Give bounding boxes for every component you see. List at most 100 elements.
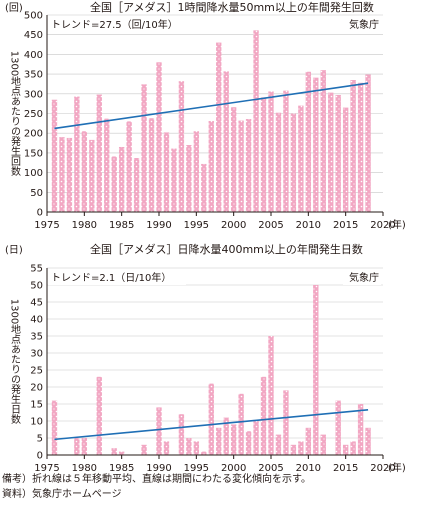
bar bbox=[186, 438, 192, 455]
bar bbox=[156, 62, 162, 212]
y-tick-label: 25 bbox=[30, 366, 43, 377]
remark-note: 備考）折れ線は５年移動平均、直線は期間にわたる変化傾向を示す。 bbox=[2, 474, 311, 485]
bar bbox=[328, 92, 334, 212]
bar bbox=[230, 424, 237, 455]
x-tick-label: 2020 bbox=[370, 463, 395, 474]
bar bbox=[350, 80, 356, 212]
y-tick-label: 400 bbox=[24, 50, 43, 61]
bar bbox=[156, 407, 162, 455]
y-unit-label: (日) bbox=[5, 245, 23, 256]
chart-title: 全国［アメダス］日降水量400mm以上の年間発生日数 bbox=[90, 242, 363, 256]
bar bbox=[171, 148, 177, 212]
y-tick-label: 300 bbox=[24, 89, 43, 100]
y-tick-label: 0 bbox=[37, 451, 43, 462]
trend-label-bg bbox=[48, 17, 186, 32]
bar bbox=[104, 118, 110, 212]
bar bbox=[141, 444, 147, 455]
bar bbox=[342, 444, 349, 455]
x-tick-label: 1985 bbox=[109, 220, 134, 231]
bar bbox=[111, 156, 117, 212]
bar bbox=[141, 84, 147, 212]
bar bbox=[74, 438, 80, 455]
trend-label-bg bbox=[48, 270, 186, 285]
bar bbox=[275, 434, 282, 455]
y-tick-label: 100 bbox=[24, 168, 43, 179]
bar bbox=[66, 137, 73, 212]
bar bbox=[357, 82, 364, 212]
source-label-bg bbox=[343, 270, 381, 285]
bar bbox=[245, 119, 252, 212]
bar bbox=[365, 427, 371, 455]
bar bbox=[59, 137, 65, 212]
bar bbox=[201, 163, 207, 212]
x-tick-label: 1975 bbox=[34, 220, 59, 231]
bar bbox=[208, 120, 214, 212]
bar bbox=[298, 105, 304, 212]
bar bbox=[283, 390, 289, 455]
bar bbox=[223, 417, 229, 455]
y-tick-label: 350 bbox=[24, 70, 43, 81]
bar bbox=[253, 421, 259, 455]
y-tick-label: 40 bbox=[30, 315, 43, 326]
y-unit-label: (回) bbox=[5, 2, 23, 14]
y-axis-label: 1300地点あたりの発生回数 bbox=[9, 51, 21, 177]
y-tick-label: 30 bbox=[30, 349, 43, 360]
chart-title: 全国［アメダス］1時間降水量50mm以上の年間発生回数 bbox=[90, 0, 374, 14]
bar bbox=[320, 70, 326, 212]
bar bbox=[283, 90, 289, 212]
bar bbox=[186, 145, 192, 212]
hourly-rain-chart: 全国［アメダス］1時間降水量50mm以上の年間発生回数 (回) 1300地点あたりの… bbox=[5, 0, 406, 231]
x-axis-label: (年) bbox=[388, 461, 406, 474]
x-tick-label: 1980 bbox=[72, 463, 97, 474]
bar bbox=[178, 414, 185, 455]
chart-notes: 備考）折れ線は５年移動平均、直線は期間にわたる変化傾向を示す。 資料）気象庁ホー… bbox=[2, 472, 311, 502]
x-tick-label: 2000 bbox=[221, 463, 246, 474]
y-tick-label: 450 bbox=[24, 30, 43, 41]
bar bbox=[223, 71, 229, 212]
y-tick-label: 15 bbox=[30, 400, 43, 411]
bar bbox=[357, 404, 364, 455]
bar bbox=[163, 441, 170, 455]
trend-line bbox=[54, 82, 369, 130]
y-tick-label: 10 bbox=[30, 417, 43, 428]
bar bbox=[260, 97, 267, 212]
bar bbox=[51, 400, 58, 455]
bar bbox=[342, 107, 349, 212]
bar bbox=[268, 91, 274, 212]
bar bbox=[313, 77, 319, 212]
bar bbox=[193, 131, 200, 212]
bar bbox=[193, 441, 200, 455]
bar bbox=[163, 132, 170, 212]
bar bbox=[335, 400, 341, 455]
bar bbox=[96, 94, 102, 212]
y-tick-label: 150 bbox=[24, 148, 43, 159]
source-note: 資料）気象庁ホームページ bbox=[2, 489, 122, 500]
bar bbox=[230, 107, 237, 212]
x-tick-label: 2010 bbox=[296, 220, 321, 231]
y-tick-label: 20 bbox=[30, 383, 43, 394]
bar bbox=[238, 120, 244, 212]
x-tick-label: 1995 bbox=[184, 463, 209, 474]
bar bbox=[305, 427, 312, 455]
bar bbox=[245, 431, 252, 455]
bar bbox=[178, 81, 185, 212]
y-tick-label: 0 bbox=[37, 208, 43, 219]
y-tick-label: 200 bbox=[24, 129, 43, 140]
bar bbox=[290, 113, 297, 212]
bar bbox=[298, 441, 304, 455]
bar bbox=[313, 285, 319, 455]
source-label: 気象庁 bbox=[349, 271, 379, 284]
bar bbox=[216, 427, 222, 455]
x-tick-label: 1990 bbox=[146, 220, 171, 231]
bar bbox=[118, 146, 125, 212]
y-axis-label: 1300地点あたりの発生日数 bbox=[9, 299, 21, 425]
x-tick-label: 1990 bbox=[146, 463, 171, 474]
bar bbox=[208, 383, 214, 455]
x-tick-label: 2010 bbox=[296, 463, 321, 474]
bar bbox=[365, 74, 371, 212]
bar bbox=[148, 118, 155, 212]
trend-label: トレンド=27.5（回/10年） bbox=[51, 18, 178, 31]
x-axis-label: (年) bbox=[388, 218, 406, 231]
x-tick-label: 2020 bbox=[370, 220, 395, 231]
y-tick-label: 500 bbox=[24, 11, 43, 22]
